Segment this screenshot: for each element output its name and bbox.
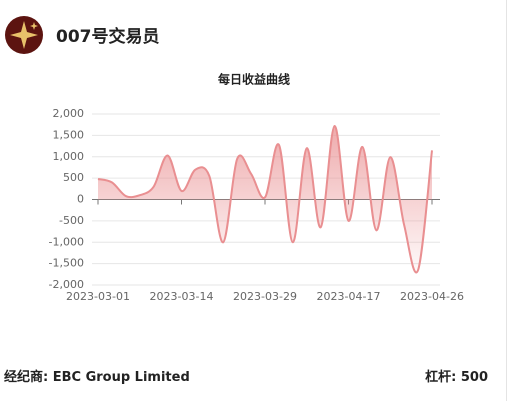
line xyxy=(97,124,433,274)
y-tick-label: 0 xyxy=(77,193,84,206)
x-tick-label: 2023-04-26 xyxy=(400,290,464,303)
y-tick-label: -1,500 xyxy=(49,257,84,270)
chart-title: 每日收益曲线 xyxy=(218,72,290,87)
x-tick-label: 2023-03-14 xyxy=(150,290,214,303)
avatar xyxy=(5,16,43,54)
x-tick-label: 2023-03-01 xyxy=(66,290,130,303)
y-tick-label: -2,000 xyxy=(49,278,84,291)
y-tick-label: 2,000 xyxy=(53,107,85,120)
y-tick-label: 500 xyxy=(63,171,84,184)
x-tick-label: 2023-04-17 xyxy=(317,290,381,303)
broker: 经纪商: EBC Group Limited xyxy=(4,370,190,385)
chart: 每日收益曲线 -2,000 -1,500 -1,000 -500 0 500 1,000 1,… xyxy=(49,72,464,304)
x-tick-label: 2023-03-29 xyxy=(233,290,297,303)
leverage: 杠杆: 500 xyxy=(425,370,488,385)
y-tick-label: 1,500 xyxy=(53,128,85,141)
trader-name: 007号交易员 xyxy=(56,27,160,47)
area xyxy=(98,125,432,273)
y-tick-label: -500 xyxy=(59,214,84,227)
y-tick-label: 1,000 xyxy=(53,150,85,163)
y-tick-label: -1,000 xyxy=(49,235,84,248)
